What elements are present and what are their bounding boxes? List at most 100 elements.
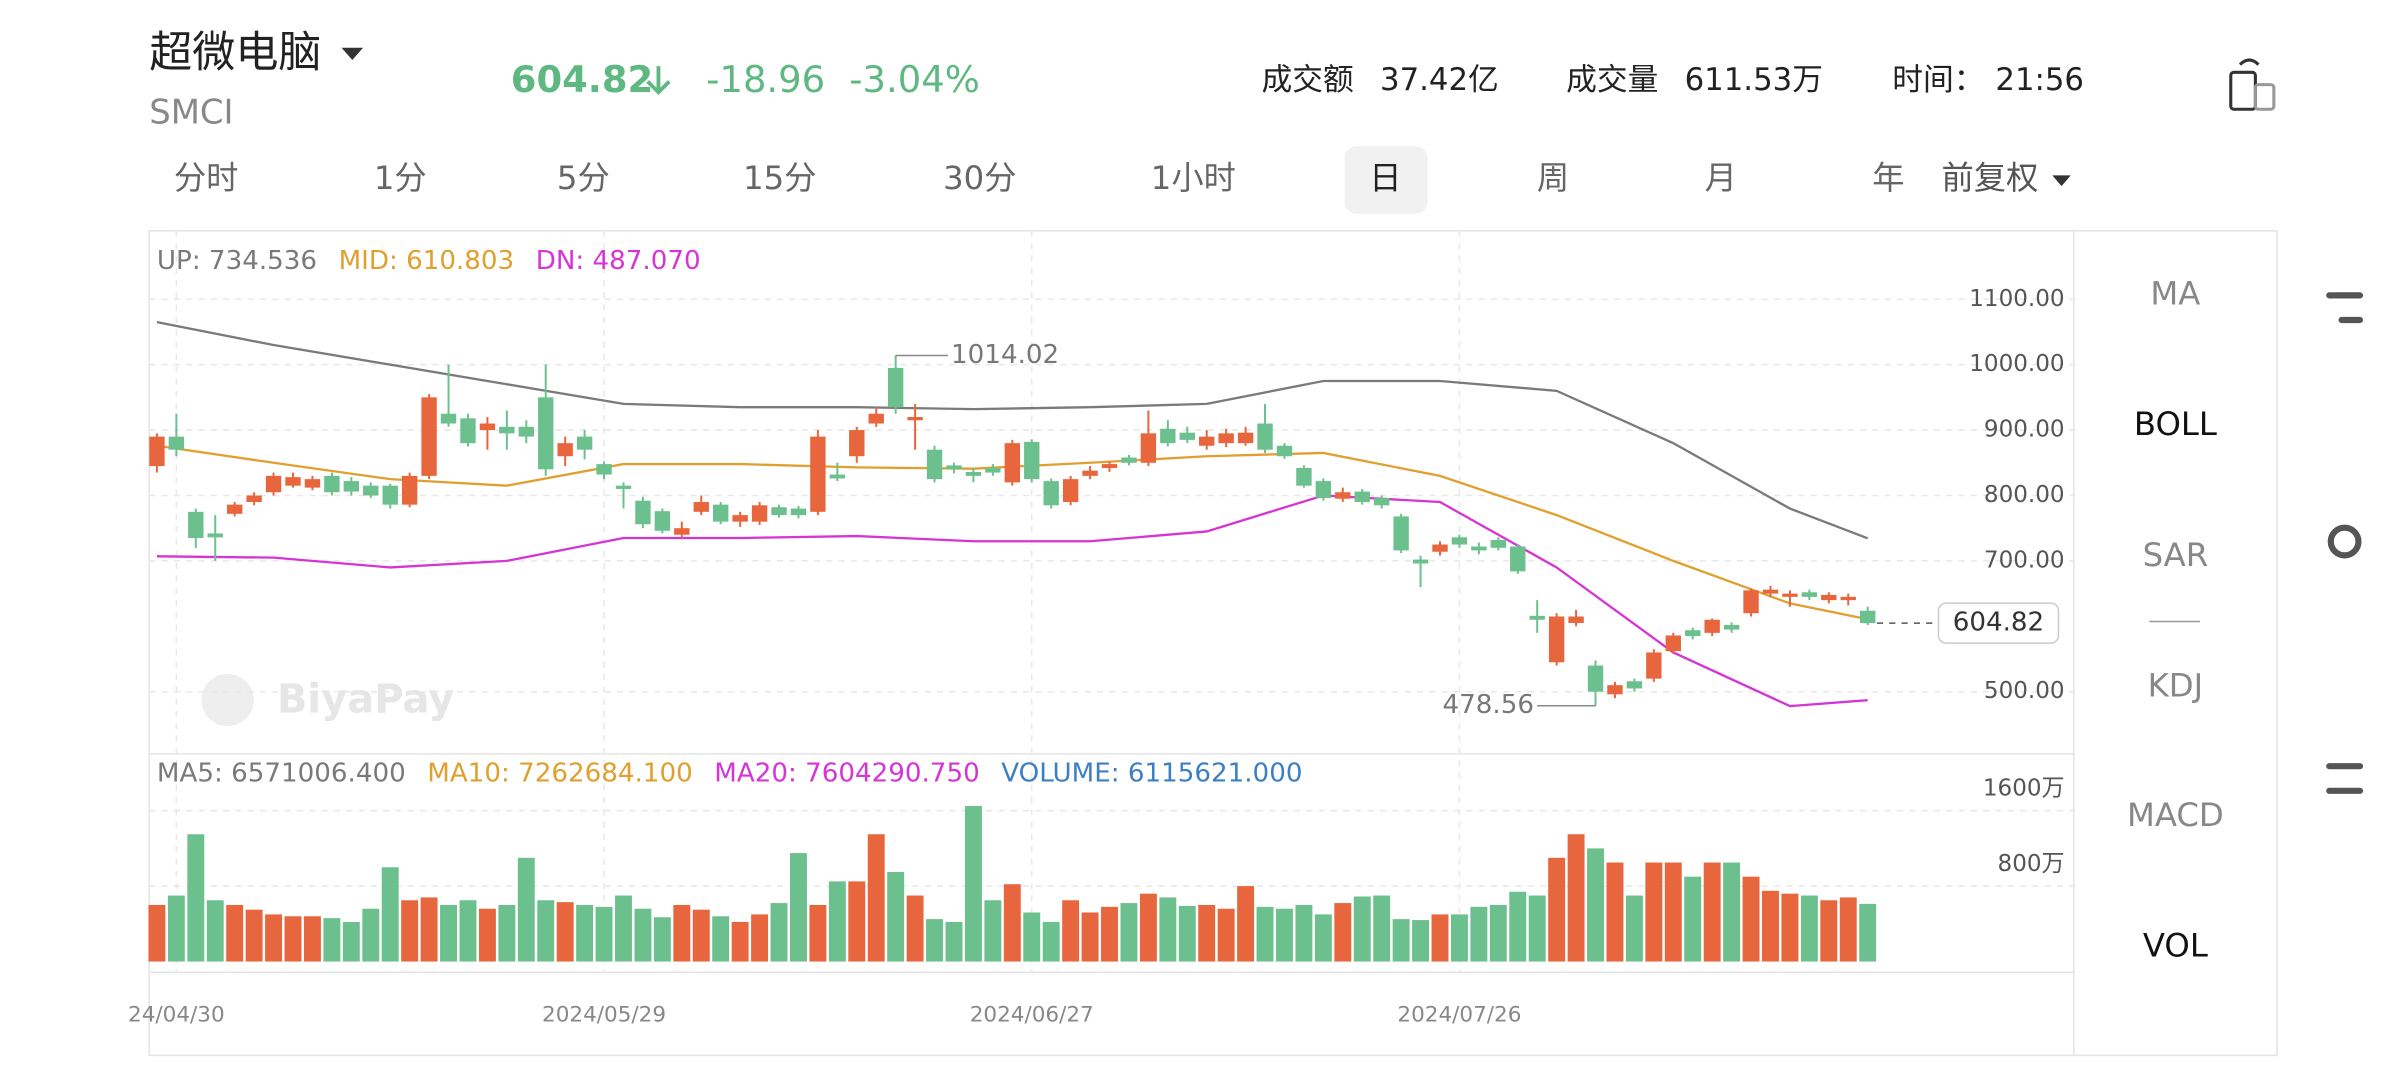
dropdown-icon[interactable] (2052, 175, 2071, 187)
candle-body (1782, 593, 1798, 597)
legend-entry: MA20: 7604290.750 (714, 758, 979, 788)
volume-bar (1314, 914, 1332, 962)
period-tab[interactable]: 月 (1705, 159, 1737, 197)
candle-body (635, 500, 651, 525)
dropdown-icon[interactable] (341, 47, 364, 60)
watermark: BiyaPay (277, 677, 454, 723)
candle-body (1004, 443, 1020, 483)
volume-bar (751, 914, 769, 962)
rotate-icon[interactable] (2229, 58, 2276, 111)
volume-bar (770, 903, 788, 962)
indicator-tab[interactable]: BOLL (2134, 405, 2217, 443)
candle-body (615, 485, 632, 489)
volume-bar (906, 895, 924, 962)
volume-bar (342, 921, 360, 962)
volume-bar (1256, 906, 1274, 962)
candle-body (1432, 544, 1448, 552)
candle-body (1471, 546, 1487, 551)
candle-body (693, 502, 709, 512)
volume-bar (848, 881, 866, 962)
volume-bar (206, 900, 224, 962)
candle-body (1140, 433, 1157, 463)
candle-body (285, 477, 301, 486)
candle-body (1529, 615, 1545, 620)
y-tick-label: 500.00 (1984, 678, 2065, 704)
volume-bar (1548, 857, 1566, 962)
candle-body (1451, 537, 1468, 545)
volume-bar (1703, 862, 1721, 962)
volume-bar (265, 914, 283, 962)
candle-body (382, 485, 398, 505)
period-tab[interactable]: 1分 (374, 159, 427, 197)
candle-body (732, 515, 748, 522)
indicator-tab[interactable]: MA (2150, 274, 2200, 312)
candle-body (576, 436, 593, 450)
volume-bar (537, 900, 555, 962)
volume-bar (1276, 908, 1293, 962)
candle-body (654, 511, 671, 531)
candle-body (596, 464, 612, 475)
indicator-tab[interactable]: MACD (2127, 796, 2224, 834)
candle-body (1762, 589, 1779, 594)
candle-body (1062, 479, 1079, 503)
period-tab[interactable]: 5分 (557, 159, 610, 197)
volume-bar (1412, 920, 1430, 962)
candle-body (1296, 468, 1312, 486)
candle-body (674, 528, 690, 535)
candle-body (790, 508, 807, 516)
candle-body (1237, 432, 1254, 444)
volume-bar (226, 904, 244, 962)
candle-body (1607, 685, 1623, 695)
stock-name[interactable]: 超微电脑 (149, 28, 321, 78)
price: 604.82 (511, 58, 653, 101)
volume-bar (1139, 893, 1157, 962)
adjust-selector[interactable]: 前复权 (1942, 159, 2039, 197)
candle-body (1665, 635, 1681, 652)
volume-bar (828, 881, 846, 962)
candle-body (1801, 592, 1818, 597)
volume-bar (1237, 886, 1255, 962)
volume-bar (478, 908, 496, 962)
y-tick-label: 700.00 (1984, 547, 2065, 573)
side-icons (2326, 292, 2364, 794)
volume-bar (809, 904, 827, 962)
volume-bar (1800, 895, 1818, 962)
volume-bar (381, 867, 399, 962)
min-price-label: 478.56 (1443, 690, 1534, 720)
indicator-tab[interactable]: KDJ (2148, 667, 2204, 705)
period-tab[interactable]: 日 (1369, 159, 1401, 197)
candle-body (1199, 436, 1215, 446)
candle-body (868, 413, 884, 424)
legend-entry: MA5: 6571006.400 (157, 758, 406, 788)
period-tab[interactable]: 周 (1537, 159, 1569, 197)
indicator-tab[interactable]: VOL (2143, 927, 2208, 965)
candle-body (1121, 457, 1137, 463)
candle-body (1840, 596, 1856, 601)
volume-bar (420, 897, 438, 962)
period-tab[interactable]: 30分 (943, 159, 1016, 197)
candle-body (479, 423, 496, 431)
period-tab[interactable]: 1小时 (1151, 159, 1236, 197)
candle-body (168, 436, 185, 450)
candle-body (207, 533, 223, 538)
candle-body (188, 511, 204, 538)
volume-bar (1120, 903, 1138, 962)
volume-bar (1081, 912, 1099, 962)
volume-bar (1528, 895, 1546, 962)
x-tick-label: 2024/05/29 (542, 1002, 666, 1027)
candle-body (401, 475, 418, 505)
turnover: 37.42亿 (1380, 62, 1499, 98)
volume-bar (1509, 891, 1527, 962)
candle-body (1160, 428, 1176, 444)
period-tab[interactable]: 分时 (174, 159, 239, 197)
period-tab[interactable]: 15分 (743, 159, 816, 197)
candle-body (1315, 481, 1332, 499)
volume-bar (692, 909, 710, 962)
watermark-logo (201, 673, 254, 727)
period-tab[interactable]: 年 (1872, 159, 1904, 197)
indicator-tab[interactable]: SAR (2143, 536, 2209, 574)
candle-body (946, 465, 962, 470)
volume-bar (1859, 903, 1877, 962)
volume-bar (167, 895, 185, 962)
candle-body (751, 505, 768, 522)
